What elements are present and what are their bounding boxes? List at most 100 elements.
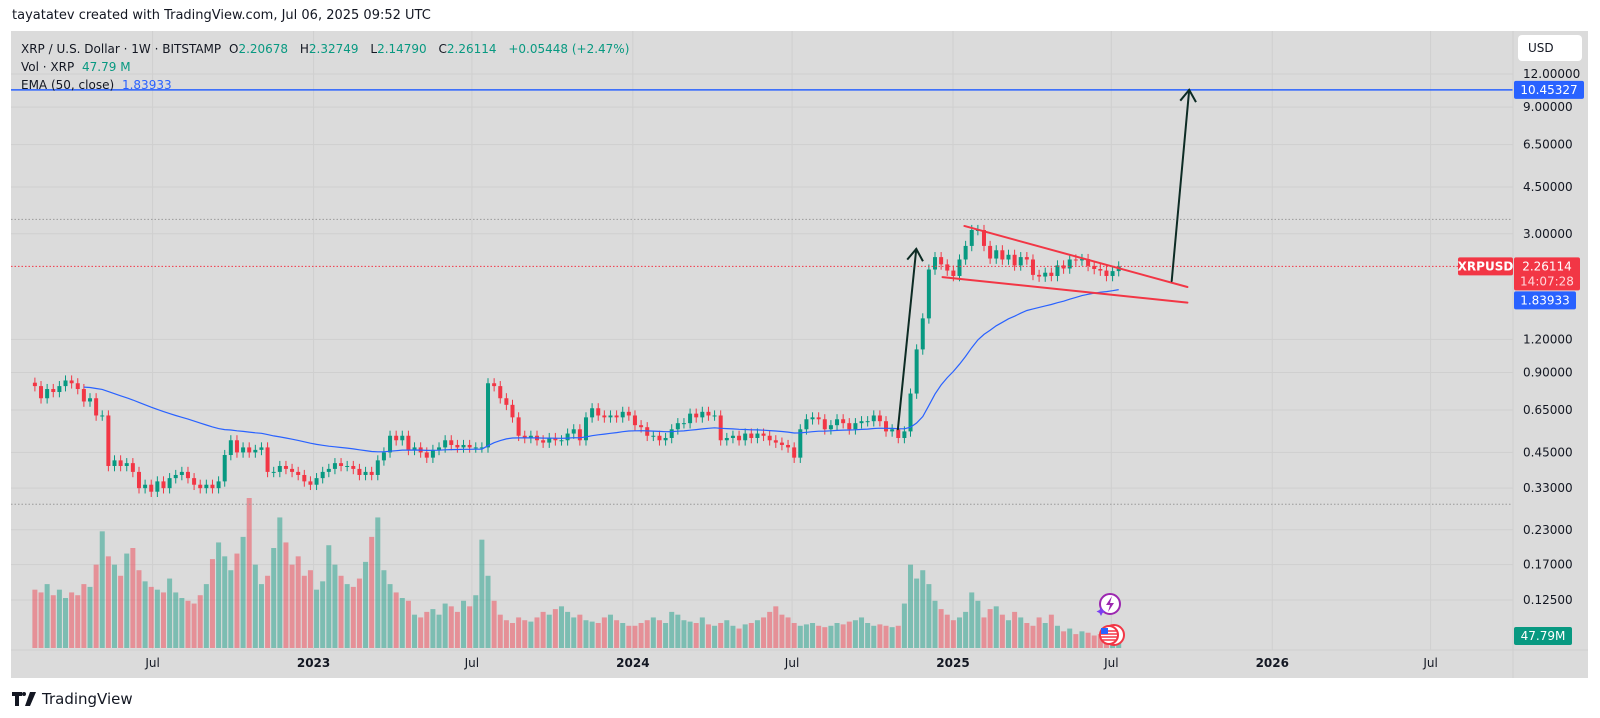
volume-bar[interactable] xyxy=(124,553,130,648)
volume-bar[interactable] xyxy=(626,625,632,648)
candle-body[interactable] xyxy=(277,465,282,472)
volume-bar[interactable] xyxy=(467,606,473,648)
volume-bar[interactable] xyxy=(577,614,583,648)
candle-body[interactable] xyxy=(94,398,99,416)
volume-bar[interactable] xyxy=(1018,617,1024,648)
volume-bar[interactable] xyxy=(454,611,460,648)
volume-bar[interactable] xyxy=(950,620,956,648)
candle-body[interactable] xyxy=(865,421,870,423)
volume-bar[interactable] xyxy=(50,595,56,648)
candle-body[interactable] xyxy=(779,442,784,445)
volume-bar[interactable] xyxy=(412,614,418,648)
volume-bar[interactable] xyxy=(724,620,730,648)
candle-body[interactable] xyxy=(351,465,356,469)
volume-bar[interactable] xyxy=(932,600,938,648)
candle-body[interactable] xyxy=(859,421,864,424)
candle-body[interactable] xyxy=(957,259,962,276)
candle-body[interactable] xyxy=(430,449,435,458)
volume-bar[interactable] xyxy=(516,617,522,648)
candle-body[interactable] xyxy=(241,447,246,453)
volume-bar[interactable] xyxy=(338,575,344,648)
volume-bar[interactable] xyxy=(38,592,44,648)
volume-bar[interactable] xyxy=(822,627,828,648)
candle-body[interactable] xyxy=(1067,259,1072,269)
candle-body[interactable] xyxy=(994,250,999,259)
candle-body[interactable] xyxy=(308,481,313,485)
volume-bar[interactable] xyxy=(1030,625,1036,648)
candle-body[interactable] xyxy=(933,257,938,270)
volume-bar[interactable] xyxy=(975,600,981,648)
candle-body[interactable] xyxy=(118,460,123,466)
volume-bar[interactable] xyxy=(914,578,920,648)
volume-bar[interactable] xyxy=(1005,620,1011,648)
volume-bar[interactable] xyxy=(510,623,516,648)
volume-bar[interactable] xyxy=(69,592,75,648)
candle-body[interactable] xyxy=(216,481,221,489)
candle-body[interactable] xyxy=(32,382,37,387)
volume-bar[interactable] xyxy=(197,595,203,648)
volume-bar[interactable] xyxy=(32,589,38,648)
volume-bar[interactable] xyxy=(222,556,228,648)
candle-body[interactable] xyxy=(626,411,631,416)
candle-body[interactable] xyxy=(767,435,772,441)
volume-bar[interactable] xyxy=(589,621,595,648)
candle-body[interactable] xyxy=(130,463,135,472)
volume-bar[interactable] xyxy=(546,614,552,648)
candle-body[interactable] xyxy=(51,389,56,393)
candle-body[interactable] xyxy=(694,413,699,418)
candle-body[interactable] xyxy=(112,460,117,466)
candle-body[interactable] xyxy=(75,383,80,390)
candle-body[interactable] xyxy=(583,417,588,441)
candle-body[interactable] xyxy=(590,408,595,418)
candle-body[interactable] xyxy=(577,429,582,441)
candle-body[interactable] xyxy=(749,433,754,438)
candle-body[interactable] xyxy=(798,429,803,458)
candle-body[interactable] xyxy=(510,404,515,418)
target-price-label[interactable]: 10.45327 xyxy=(1514,80,1584,99)
candle-body[interactable] xyxy=(198,484,203,489)
candle-body[interactable] xyxy=(339,463,344,466)
candle-body[interactable] xyxy=(681,423,686,425)
candle-body[interactable] xyxy=(614,415,619,418)
candle-body[interactable] xyxy=(847,423,852,430)
candle-body[interactable] xyxy=(136,471,141,489)
candle-body[interactable] xyxy=(663,437,668,441)
volume-bar[interactable] xyxy=(999,614,1005,648)
candle-body[interactable] xyxy=(877,415,882,422)
candle-body[interactable] xyxy=(902,431,907,438)
candle-body[interactable] xyxy=(498,386,503,399)
volume-bar[interactable] xyxy=(430,609,436,648)
volume-bar[interactable] xyxy=(656,620,662,648)
volume-bar[interactable] xyxy=(699,617,705,648)
volume-bar[interactable] xyxy=(1097,634,1103,648)
ema-label[interactable]: EMA (50, close) xyxy=(21,78,115,92)
volume-bar[interactable] xyxy=(136,570,142,648)
candle-body[interactable] xyxy=(149,484,154,492)
candle-body[interactable] xyxy=(890,429,895,432)
volume-bar[interactable] xyxy=(289,564,295,648)
volume-bar[interactable] xyxy=(491,600,497,648)
volume-bar[interactable] xyxy=(442,603,448,648)
volume-bar[interactable] xyxy=(307,570,313,648)
volume-bar[interactable] xyxy=(326,545,332,648)
candle-body[interactable] xyxy=(81,389,86,402)
candle-body[interactable] xyxy=(804,419,809,430)
volume-bar[interactable] xyxy=(111,564,117,648)
event-icons[interactable] xyxy=(1096,593,1125,646)
candle-body[interactable] xyxy=(896,429,901,438)
volume-bar[interactable] xyxy=(228,570,234,648)
candle-body[interactable] xyxy=(375,460,380,475)
candle-body[interactable] xyxy=(547,437,552,443)
candle-body[interactable] xyxy=(406,435,411,450)
volume-bar[interactable] xyxy=(393,592,399,648)
candle-body[interactable] xyxy=(412,447,417,450)
volume-bar[interactable] xyxy=(785,617,791,648)
volume-bar[interactable] xyxy=(503,620,509,648)
volume-bar[interactable] xyxy=(1061,631,1067,648)
candle-body[interactable] xyxy=(620,411,625,418)
plot-area[interactable] xyxy=(11,31,1513,650)
volume-bar[interactable] xyxy=(314,589,320,648)
volume-bar[interactable] xyxy=(944,614,950,648)
candle-body[interactable] xyxy=(443,440,448,448)
volume-bar[interactable] xyxy=(1079,631,1085,648)
